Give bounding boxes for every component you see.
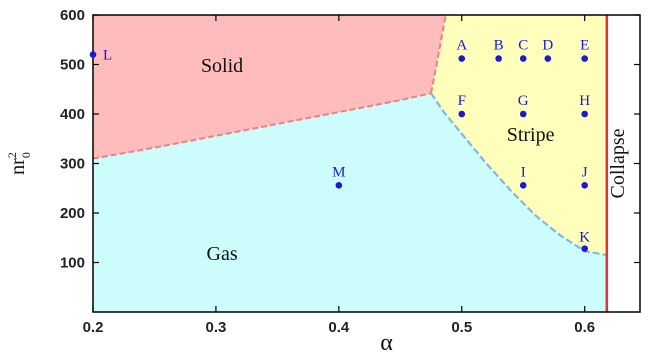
data-point-c: [519, 55, 527, 62]
data-point-b: [495, 55, 502, 62]
data-point-label: M: [332, 164, 345, 180]
svg-text:nr02: nr02: [5, 152, 33, 175]
y-axis-label-sub: 0: [19, 152, 33, 158]
y-axis-label-main: nr: [7, 158, 29, 175]
boundaries-layer: [92, 14, 609, 312]
region-label-stripe: Stripe: [507, 124, 555, 146]
data-point-label: F: [458, 93, 466, 109]
region-solid: [93, 15, 446, 159]
data-point-g: [519, 110, 527, 118]
x-axis-label: α: [380, 330, 393, 356]
y-axis-label: nr02: [5, 152, 33, 175]
data-point-a: [458, 55, 466, 62]
x-tick-label: 0.2: [83, 319, 104, 336]
y-axis-label-sup: 2: [5, 152, 19, 158]
data-point-label: A: [456, 38, 467, 54]
y-tick-label: 600: [60, 7, 85, 24]
x-tick-label: 0.6: [574, 319, 595, 336]
data-point-label: C: [518, 38, 528, 54]
data-point-label: J: [582, 164, 588, 180]
region-label-solid: Solid: [201, 55, 243, 77]
x-tick-label: 0.5: [451, 319, 472, 336]
data-point-l: [89, 51, 97, 58]
x-tick-label: 0.4: [328, 319, 350, 336]
data-point-d: [544, 55, 552, 62]
region-label-gas: Gas: [207, 243, 238, 265]
ticks-layer: 0.2 0.3 0.4 0.5 0.6 100 200 300 400 500 600: [60, 7, 640, 336]
y-tick-label: 500: [60, 57, 85, 74]
data-point-label: B: [494, 38, 504, 54]
boundary-solid-stripe: [430, 14, 447, 94]
x-tick-label: 0.3: [205, 319, 226, 336]
data-point-k: [581, 245, 588, 252]
boundary-gas-stripe: [430, 92, 608, 257]
data-point-label: H: [579, 93, 590, 109]
y-tick-label: 100: [60, 255, 85, 272]
data-point-label: G: [518, 93, 529, 109]
data-point-m: [335, 181, 343, 189]
data-point-f: [458, 110, 466, 118]
y-tick-label: 400: [60, 106, 85, 123]
data-point-label: D: [542, 38, 553, 54]
data-point-label: L: [103, 48, 112, 64]
data-point-j: [581, 181, 588, 189]
data-point-label: I: [521, 164, 526, 180]
region-stripe: [431, 15, 607, 256]
data-point-e: [581, 55, 588, 62]
points-layer: L A B C D E F G H M I J K: [89, 38, 590, 252]
region-labels-layer: Solid Gas Stripe Collapse: [201, 55, 629, 265]
region-label-collapse: Collapse: [607, 128, 629, 198]
regions-layer: [93, 15, 640, 312]
data-point-h: [581, 110, 588, 118]
y-tick-label: 200: [60, 205, 85, 222]
data-point-label: K: [579, 230, 590, 246]
data-point-label: E: [580, 38, 589, 54]
y-tick-label: 300: [60, 156, 85, 173]
data-point-i: [519, 181, 527, 189]
